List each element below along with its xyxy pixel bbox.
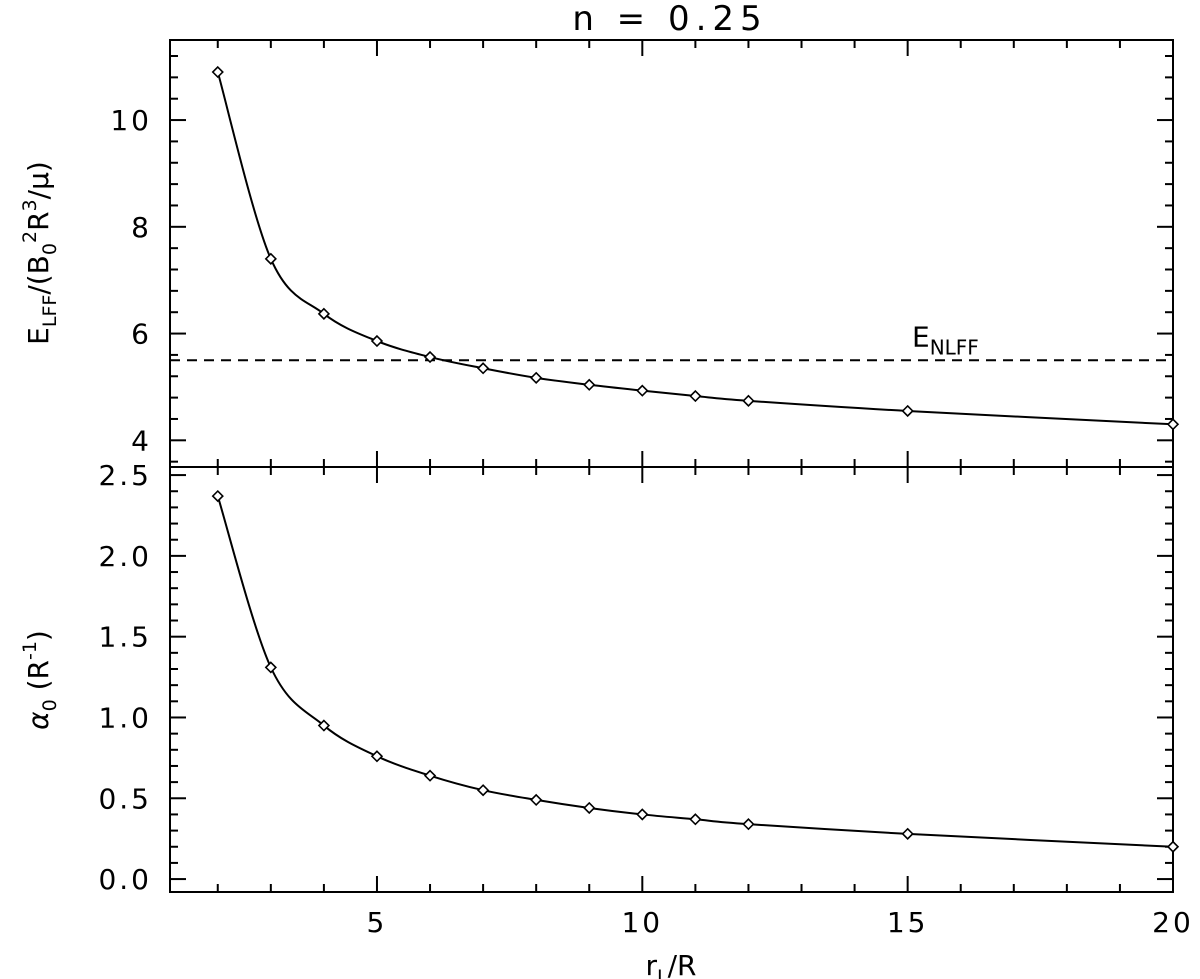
bottom-data-point — [1166, 840, 1180, 853]
bottom-data-point — [264, 661, 277, 674]
bottom-y-label-sub: 0 — [39, 699, 61, 711]
bottom-y-axis-label: α0 (R-1) — [19, 630, 61, 730]
top-data-point — [476, 362, 490, 375]
bottom-data-point — [423, 769, 437, 782]
bottom-data-point — [211, 489, 224, 503]
bottom-y-label-sup: -1 — [19, 641, 41, 660]
top-data-point — [689, 389, 702, 403]
bottom-plot-frame — [169, 466, 1174, 893]
top-y-tick-label: 10 — [110, 104, 152, 137]
top-plot-frame — [169, 39, 1174, 468]
bottom-data-point — [901, 827, 914, 840]
top-y-label-sub: LFF — [39, 295, 61, 327]
top-data-point — [742, 394, 755, 407]
top-data-point — [370, 334, 384, 348]
bottom-panel: 0.0 0.5 1.0 1.5 2.0 2.5 5 10 15 20 α0 (R-1) rL/R — [19, 459, 1194, 979]
energy-series-line — [216, 71, 1174, 426]
bottom-data-point — [370, 750, 384, 763]
top-y-label-sup: 2 — [19, 231, 41, 243]
alpha-series-line — [216, 495, 1174, 848]
x-tick-labels: 5 10 15 20 — [367, 906, 1194, 939]
top-y-label-part1: /(B — [22, 255, 55, 295]
top-y-label-part2: R — [22, 211, 55, 230]
top-y-tick-label: 6 — [131, 318, 152, 351]
x-label-sub: L — [657, 966, 668, 979]
reference-line-label: ENLFF — [912, 320, 979, 359]
bottom-data-point — [689, 813, 702, 826]
x-tick-label: 10 — [621, 906, 663, 939]
reference-label-sub: NLFF — [930, 335, 979, 359]
bottom-y-tick-labels: 0.0 0.5 1.0 1.5 2.0 2.5 — [98, 459, 152, 896]
top-y-axis-label: ELFF/(B02R3/μ) — [19, 161, 61, 345]
top-y-tick-label: 8 — [131, 211, 152, 244]
top-data-point — [211, 65, 224, 79]
bottom-data-point — [530, 793, 543, 807]
bottom-y-tick-label: 1.0 — [98, 701, 152, 734]
bottom-data-point — [317, 719, 331, 732]
bottom-y-tick-label: 0.5 — [98, 782, 152, 815]
top-y-tick-labels: 4 6 8 10 — [110, 104, 152, 457]
top-data-point — [636, 384, 649, 397]
top-y-tick-label: 4 — [131, 424, 152, 457]
bottom-data-point — [742, 817, 755, 831]
chart-title: n = 0.25 — [572, 0, 767, 39]
bottom-data-point — [476, 784, 490, 797]
bottom-y-label-main: α — [22, 711, 55, 730]
x-label-main: r — [646, 949, 658, 979]
top-y-label-sup2: 3 — [19, 199, 41, 211]
bottom-y-tick-label: 2.0 — [98, 540, 152, 573]
bottom-y-tick-label: 1.5 — [98, 621, 152, 654]
top-data-point — [901, 404, 914, 418]
top-y-label-part3: /μ) — [22, 161, 55, 199]
top-data-point — [583, 378, 596, 391]
alpha-series-markers — [211, 489, 1180, 853]
top-data-point — [423, 350, 437, 364]
top-axis-ticks — [170, 40, 1174, 467]
bottom-y-tick-label: 2.5 — [98, 459, 152, 492]
x-tick-label: 15 — [887, 906, 929, 939]
energy-series-markers — [211, 65, 1180, 431]
reference-label-main: E — [912, 320, 930, 353]
bottom-data-point — [583, 801, 596, 815]
bottom-y-label-close: ) — [22, 630, 55, 641]
x-tick-label: 5 — [367, 906, 388, 939]
x-axis-label: rL/R — [646, 949, 697, 979]
x-label-rest: /R — [668, 949, 697, 979]
top-data-point — [1166, 418, 1180, 431]
top-data-point — [530, 371, 543, 384]
x-tick-label: 20 — [1152, 906, 1194, 939]
bottom-y-tick-label: 0.0 — [98, 863, 152, 896]
bottom-axis-ticks — [170, 467, 1174, 892]
top-y-label-main: E — [22, 327, 55, 345]
top-data-point — [317, 307, 331, 320]
top-y-label-sub2: 0 — [39, 243, 61, 255]
top-data-point — [264, 252, 277, 265]
bottom-data-point — [636, 808, 649, 821]
bottom-y-label-part1: (R — [22, 660, 55, 699]
